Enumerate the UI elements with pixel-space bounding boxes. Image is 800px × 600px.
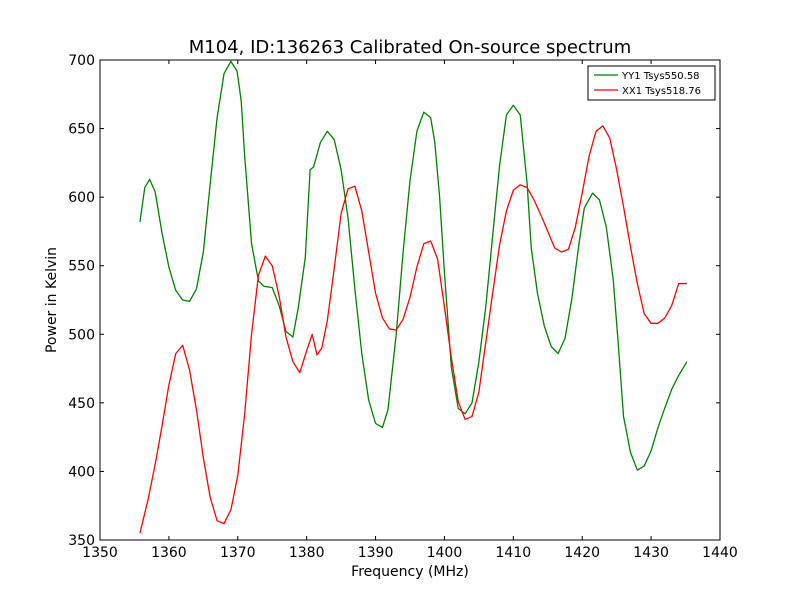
y-tick-label: 350 [68, 533, 95, 549]
x-tick-label: 1430 [633, 545, 669, 561]
x-tick-label: 1360 [151, 545, 187, 561]
x-tick-label: 1440 [702, 545, 738, 561]
y-tick-label: 700 [68, 53, 95, 69]
plot-frame [99, 59, 721, 541]
y-axis-label: Power in Kelvin [44, 247, 60, 353]
y-tick-label: 500 [68, 327, 95, 343]
legend-label-0: YY1 Tsys550.58 [621, 71, 700, 82]
series-line-0 [139, 60, 688, 471]
y-tick-label: 650 [68, 122, 95, 138]
legend-box [587, 65, 716, 101]
legend: YY1 Tsys550.58 XX1 Tsys518.76 [587, 65, 716, 101]
y-tick-label: 450 [68, 396, 95, 412]
x-tick-label: 1410 [496, 545, 532, 561]
series-line-1 [139, 125, 687, 534]
y-tick-label: 550 [68, 259, 95, 275]
x-tick-label: 1370 [220, 545, 256, 561]
y-tick-label: 600 [68, 190, 95, 206]
plot-area [139, 60, 688, 534]
chart-title: M104, ID:136263 Calibrated On-source spe… [189, 37, 631, 58]
x-axis-label: Frequency (MHz) [351, 564, 469, 580]
y-tick-label: 400 [68, 464, 95, 480]
x-tick-label: 1390 [358, 545, 394, 561]
axis-ticks: 1350 1360 1370 1380 1390 1400 1410 1420 1430 1440… [68, 53, 738, 561]
x-tick-label: 1420 [564, 545, 600, 561]
x-tick-label: 1380 [289, 545, 325, 561]
x-tick-label: 1400 [427, 545, 463, 561]
legend-label-1: XX1 Tsys518.76 [622, 86, 701, 97]
x-tick-label: 1350 [82, 545, 118, 561]
